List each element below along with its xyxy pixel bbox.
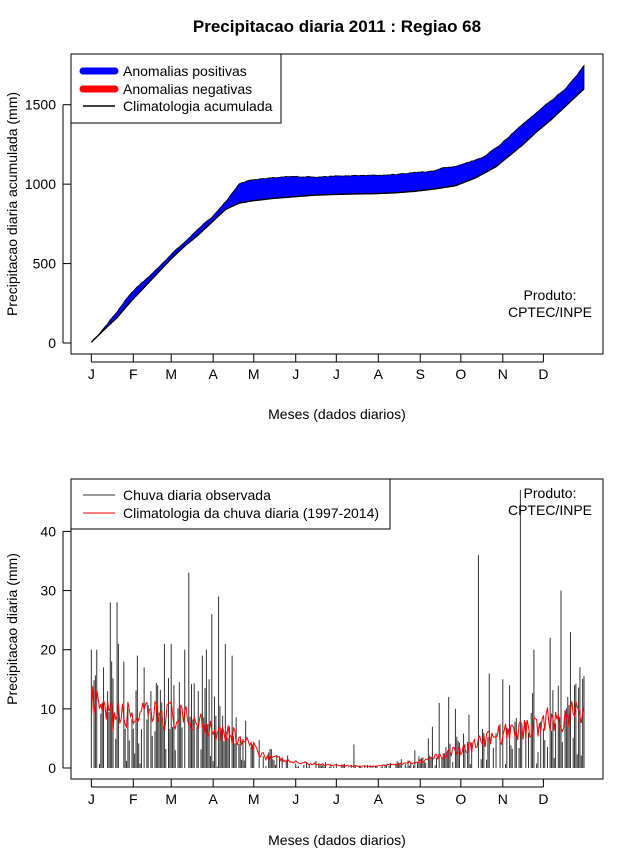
bottom-x-tick-label: M	[165, 791, 177, 807]
climatology-daily-line	[90, 685, 585, 768]
top-x-axis-label: Meses (dados diarios)	[268, 406, 406, 422]
bottom-x-axis-label: Meses (dados diarios)	[268, 832, 406, 848]
top-x-tick-label: S	[416, 366, 425, 382]
top-x-tick-label: D	[538, 366, 548, 382]
bottom-x-tick-label: O	[455, 791, 466, 807]
bottom-plot-area	[90, 490, 585, 768]
top-credit-line1: Produto:	[524, 287, 577, 303]
top-y-tick-label: 0	[48, 335, 56, 351]
legend-label-clim-daily: Climatologia da chuva diaria (1997-2014)	[123, 505, 379, 521]
bottom-y-axis-label: Precipitacao diaria (mm)	[4, 553, 20, 705]
bottom-credit-line2: CPTEC/INPE	[508, 502, 592, 518]
bottom-y-axis: 0 10 20 30 40	[40, 523, 71, 776]
top-credit-line2: CPTEC/INPE	[508, 304, 592, 320]
top-y-axis-label: Precipitacao diaria acumulada (mm)	[4, 92, 20, 316]
top-chart: 0 500 1000 1500 J F M A M J J A S O N D Meses (dados d…	[4, 53, 604, 422]
bottom-y-tick-label: 30	[40, 583, 56, 599]
bottom-y-tick-label: 0	[48, 760, 56, 776]
top-x-tick-label: M	[165, 366, 177, 382]
legend-label-climatology: Climatologia acumulada	[123, 98, 273, 114]
top-x-tick-label: A	[374, 366, 384, 382]
top-x-tick-label: J	[333, 366, 340, 382]
bottom-legend: Chuva diaria observada Climatologia da c…	[70, 478, 391, 530]
bottom-x-tick-label: M	[248, 791, 260, 807]
top-y-tick-label: 500	[33, 256, 57, 272]
top-x-tick-label: M	[248, 366, 260, 382]
top-plot-frame	[70, 53, 604, 355]
legend-label-negative: Anomalias negativas	[123, 81, 252, 97]
figure-title: Precipitacao diaria 2011 : Regiao 68	[193, 17, 481, 36]
top-x-tick-label: N	[498, 366, 508, 382]
bottom-credit-line1: Produto:	[524, 485, 577, 501]
legend-label-observed: Chuva diaria observada	[123, 487, 271, 503]
climatology-cumulative-line	[90, 88, 585, 343]
bottom-x-tick-label: A	[374, 791, 384, 807]
top-plot-area	[90, 64, 585, 343]
bottom-y-tick-label: 40	[40, 523, 56, 539]
bottom-x-tick-label: F	[129, 791, 138, 807]
top-x-tick-label: F	[129, 366, 138, 382]
bottom-legend-box	[70, 478, 391, 530]
bottom-y-tick-label: 20	[40, 642, 56, 658]
observed-daily-bars	[90, 490, 585, 768]
bottom-x-tick-label: N	[498, 791, 508, 807]
bottom-x-tick-label: J	[333, 791, 340, 807]
top-x-tick-label: A	[208, 366, 218, 382]
bottom-x-tick-label: A	[208, 791, 218, 807]
top-x-tick-label: J	[88, 366, 95, 382]
top-legend: Anomalias positivas Anomalias negativas …	[70, 53, 282, 124]
top-y-tick-label: 1000	[25, 176, 56, 192]
bottom-chart: 0 10 20 30 40 J F M A M J J A S O N D Meses (dados diar…	[4, 478, 604, 848]
bottom-x-tick-label: J	[292, 791, 299, 807]
bottom-x-tick-label: S	[416, 791, 425, 807]
top-y-tick-label: 1500	[25, 97, 56, 113]
bottom-x-tick-label: D	[538, 791, 548, 807]
top-x-tick-label: J	[292, 366, 299, 382]
legend-label-positive: Anomalias positivas	[123, 63, 247, 79]
top-y-axis: 0 500 1000 1500	[25, 97, 71, 351]
top-x-tick-label: O	[455, 366, 466, 382]
bottom-y-tick-label: 10	[40, 701, 56, 717]
bottom-x-tick-label: J	[88, 791, 95, 807]
